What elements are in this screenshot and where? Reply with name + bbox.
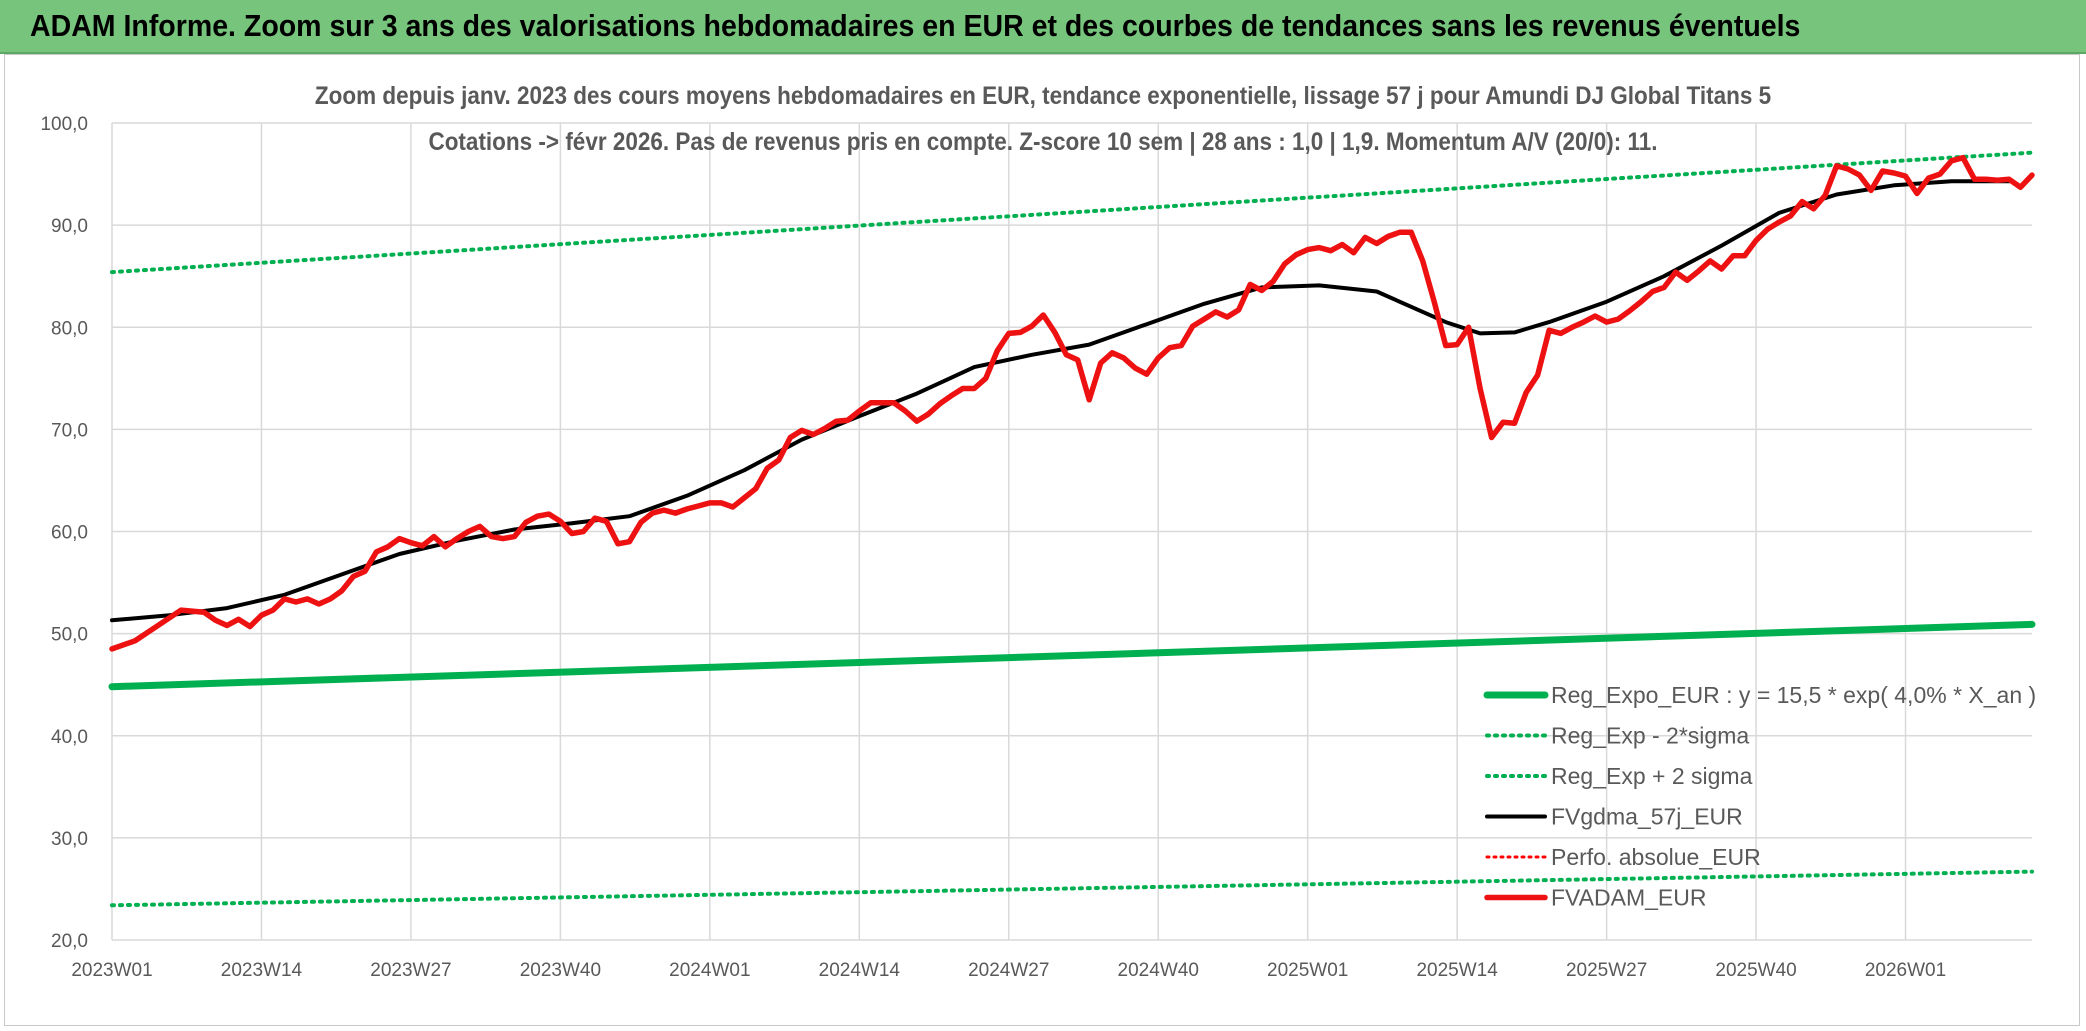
y-tick-label: 100,0	[40, 114, 88, 135]
x-tick-label: 2023W40	[520, 960, 601, 981]
series-line-2	[110, 150, 2034, 275]
x-tick-label: 2025W40	[1715, 960, 1796, 981]
y-tick-label: 90,0	[51, 216, 88, 237]
x-tick-label: 2024W27	[968, 960, 1049, 981]
chart-title-line2: Cotations -> févr 2026. Pas de revenus p…	[428, 128, 1658, 156]
chart-title-line1: Zoom depuis janv. 2023 des cours moyens …	[314, 82, 1772, 110]
legend-label: Reg_Expo_EUR : y = 15,5 * exp( 4,0% * X_…	[1551, 682, 2036, 708]
legend-label: FVgdma_57j_EUR	[1551, 804, 1743, 830]
y-tick-label: 40,0	[51, 727, 88, 748]
series-line-1	[110, 869, 2034, 908]
series-line-3	[110, 179, 2011, 623]
report-banner: ADAM Informe. Zoom sur 3 ans des valoris…	[0, 0, 2086, 54]
x-axis-ticks: 2023W01 2023W14 2023W27 2023W40 2024W01 2024W…	[71, 960, 1946, 981]
x-tick-label: 2023W27	[370, 960, 451, 981]
legend-label: Perfo. absolue_EUR	[1551, 844, 1761, 870]
gridlines	[111, 122, 2032, 941]
x-tick-label: 2025W01	[1267, 960, 1348, 981]
y-tick-label: 60,0	[51, 523, 88, 544]
legend-label: Reg_Exp + 2 sigma	[1551, 763, 1753, 789]
chart-frame	[4, 54, 2080, 1026]
series-line-0	[108, 620, 2036, 691]
x-tick-label: 2024W40	[1118, 960, 1199, 981]
x-tick-label: 2025W14	[1416, 960, 1498, 981]
x-tick-label: 2023W14	[221, 960, 303, 981]
report-title: ADAM Informe. Zoom sur 3 ans des valoris…	[30, 8, 1801, 43]
series-line-5	[109, 154, 2035, 652]
x-tick-label: 2023W01	[71, 960, 152, 981]
y-tick-label: 70,0	[51, 420, 88, 441]
y-tick-label: 20,0	[51, 931, 88, 952]
legend-label: Reg_Exp - 2*sigma	[1551, 723, 1749, 749]
legend-label: FVADAM_EUR	[1551, 885, 1707, 911]
x-tick-label: 2025W27	[1566, 960, 1647, 981]
x-tick-label: 2024W01	[669, 960, 750, 981]
x-tick-label: 2026W01	[1865, 960, 1946, 981]
series-lines	[108, 150, 2036, 908]
x-tick-label: 2024W14	[819, 960, 901, 981]
y-axis-ticks: 20,0 30,0 40,0 50,0 60,0 70,0 80,0 90,0 100,0	[40, 114, 88, 952]
legend: Reg_Expo_EUR : y = 15,5 * exp( 4,0% * X_…	[1483, 682, 2036, 911]
y-tick-label: 30,0	[51, 829, 88, 850]
y-tick-label: 50,0	[51, 625, 88, 646]
y-tick-label: 80,0	[51, 318, 88, 339]
